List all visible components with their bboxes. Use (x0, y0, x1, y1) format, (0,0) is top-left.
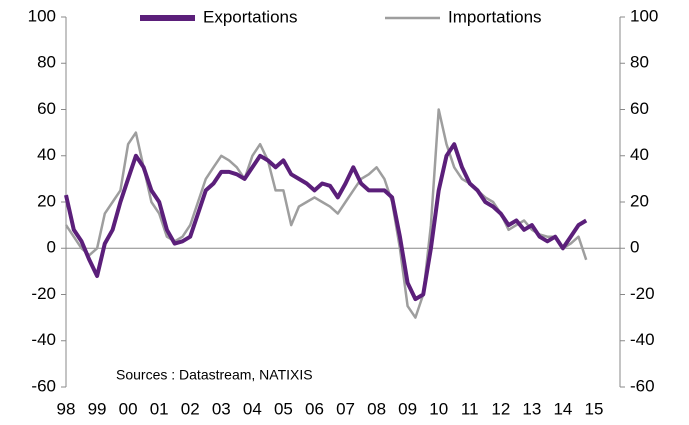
y2-tick-label: 60 (630, 99, 649, 118)
x-tick-label: 11 (461, 399, 479, 418)
x-tick-label: 15 (585, 399, 604, 418)
x-tick-label: 01 (150, 399, 169, 418)
y-tick-label: 20 (37, 191, 56, 210)
y-tick-label: 80 (37, 53, 56, 72)
legend-label: Importations (448, 7, 542, 26)
series-line (64, 142, 588, 302)
y-tick-label: 0 (47, 238, 56, 257)
x-tick-label: 04 (243, 399, 262, 418)
y2-tick-label: 100 (630, 6, 658, 25)
y-tick-label: -60 (31, 376, 56, 395)
x-tick-label: 98 (57, 399, 76, 418)
x-tick-label: 00 (119, 399, 138, 418)
y-tick-label: 40 (37, 145, 56, 164)
x-tick-label: 05 (274, 399, 293, 418)
x-tick-label: 10 (429, 399, 448, 418)
x-tick-label: 09 (398, 399, 417, 418)
x-tick-label: 13 (522, 399, 541, 418)
y-tick-label: -40 (31, 330, 56, 349)
y2-tick-label: -40 (630, 330, 655, 349)
x-tick-label: 02 (181, 399, 200, 418)
y2-tick-label: 0 (630, 238, 639, 257)
y2-tick-label: -20 (630, 284, 655, 303)
x-tick-label: 06 (305, 399, 324, 418)
x-tick-label: 07 (336, 399, 355, 418)
y-tick-label: 60 (37, 99, 56, 118)
y2-tick-label: -60 (630, 376, 655, 395)
x-tick-label: 03 (212, 399, 231, 418)
x-tick-label: 08 (367, 399, 386, 418)
y2-tick-label: 20 (630, 191, 649, 210)
y-tick-label: 100 (28, 6, 56, 25)
x-tick-label: 14 (553, 399, 572, 418)
y2-tick-label: 80 (630, 53, 649, 72)
series-line (64, 108, 588, 319)
x-tick-label: 12 (491, 399, 510, 418)
x-tick-label: 99 (88, 399, 107, 418)
y-tick-label: -20 (31, 284, 56, 303)
y2-tick-label: 40 (630, 145, 649, 164)
legend-label: Exportations (203, 7, 298, 26)
annotation: Sources : Datastream, NATIXIS (116, 367, 313, 383)
